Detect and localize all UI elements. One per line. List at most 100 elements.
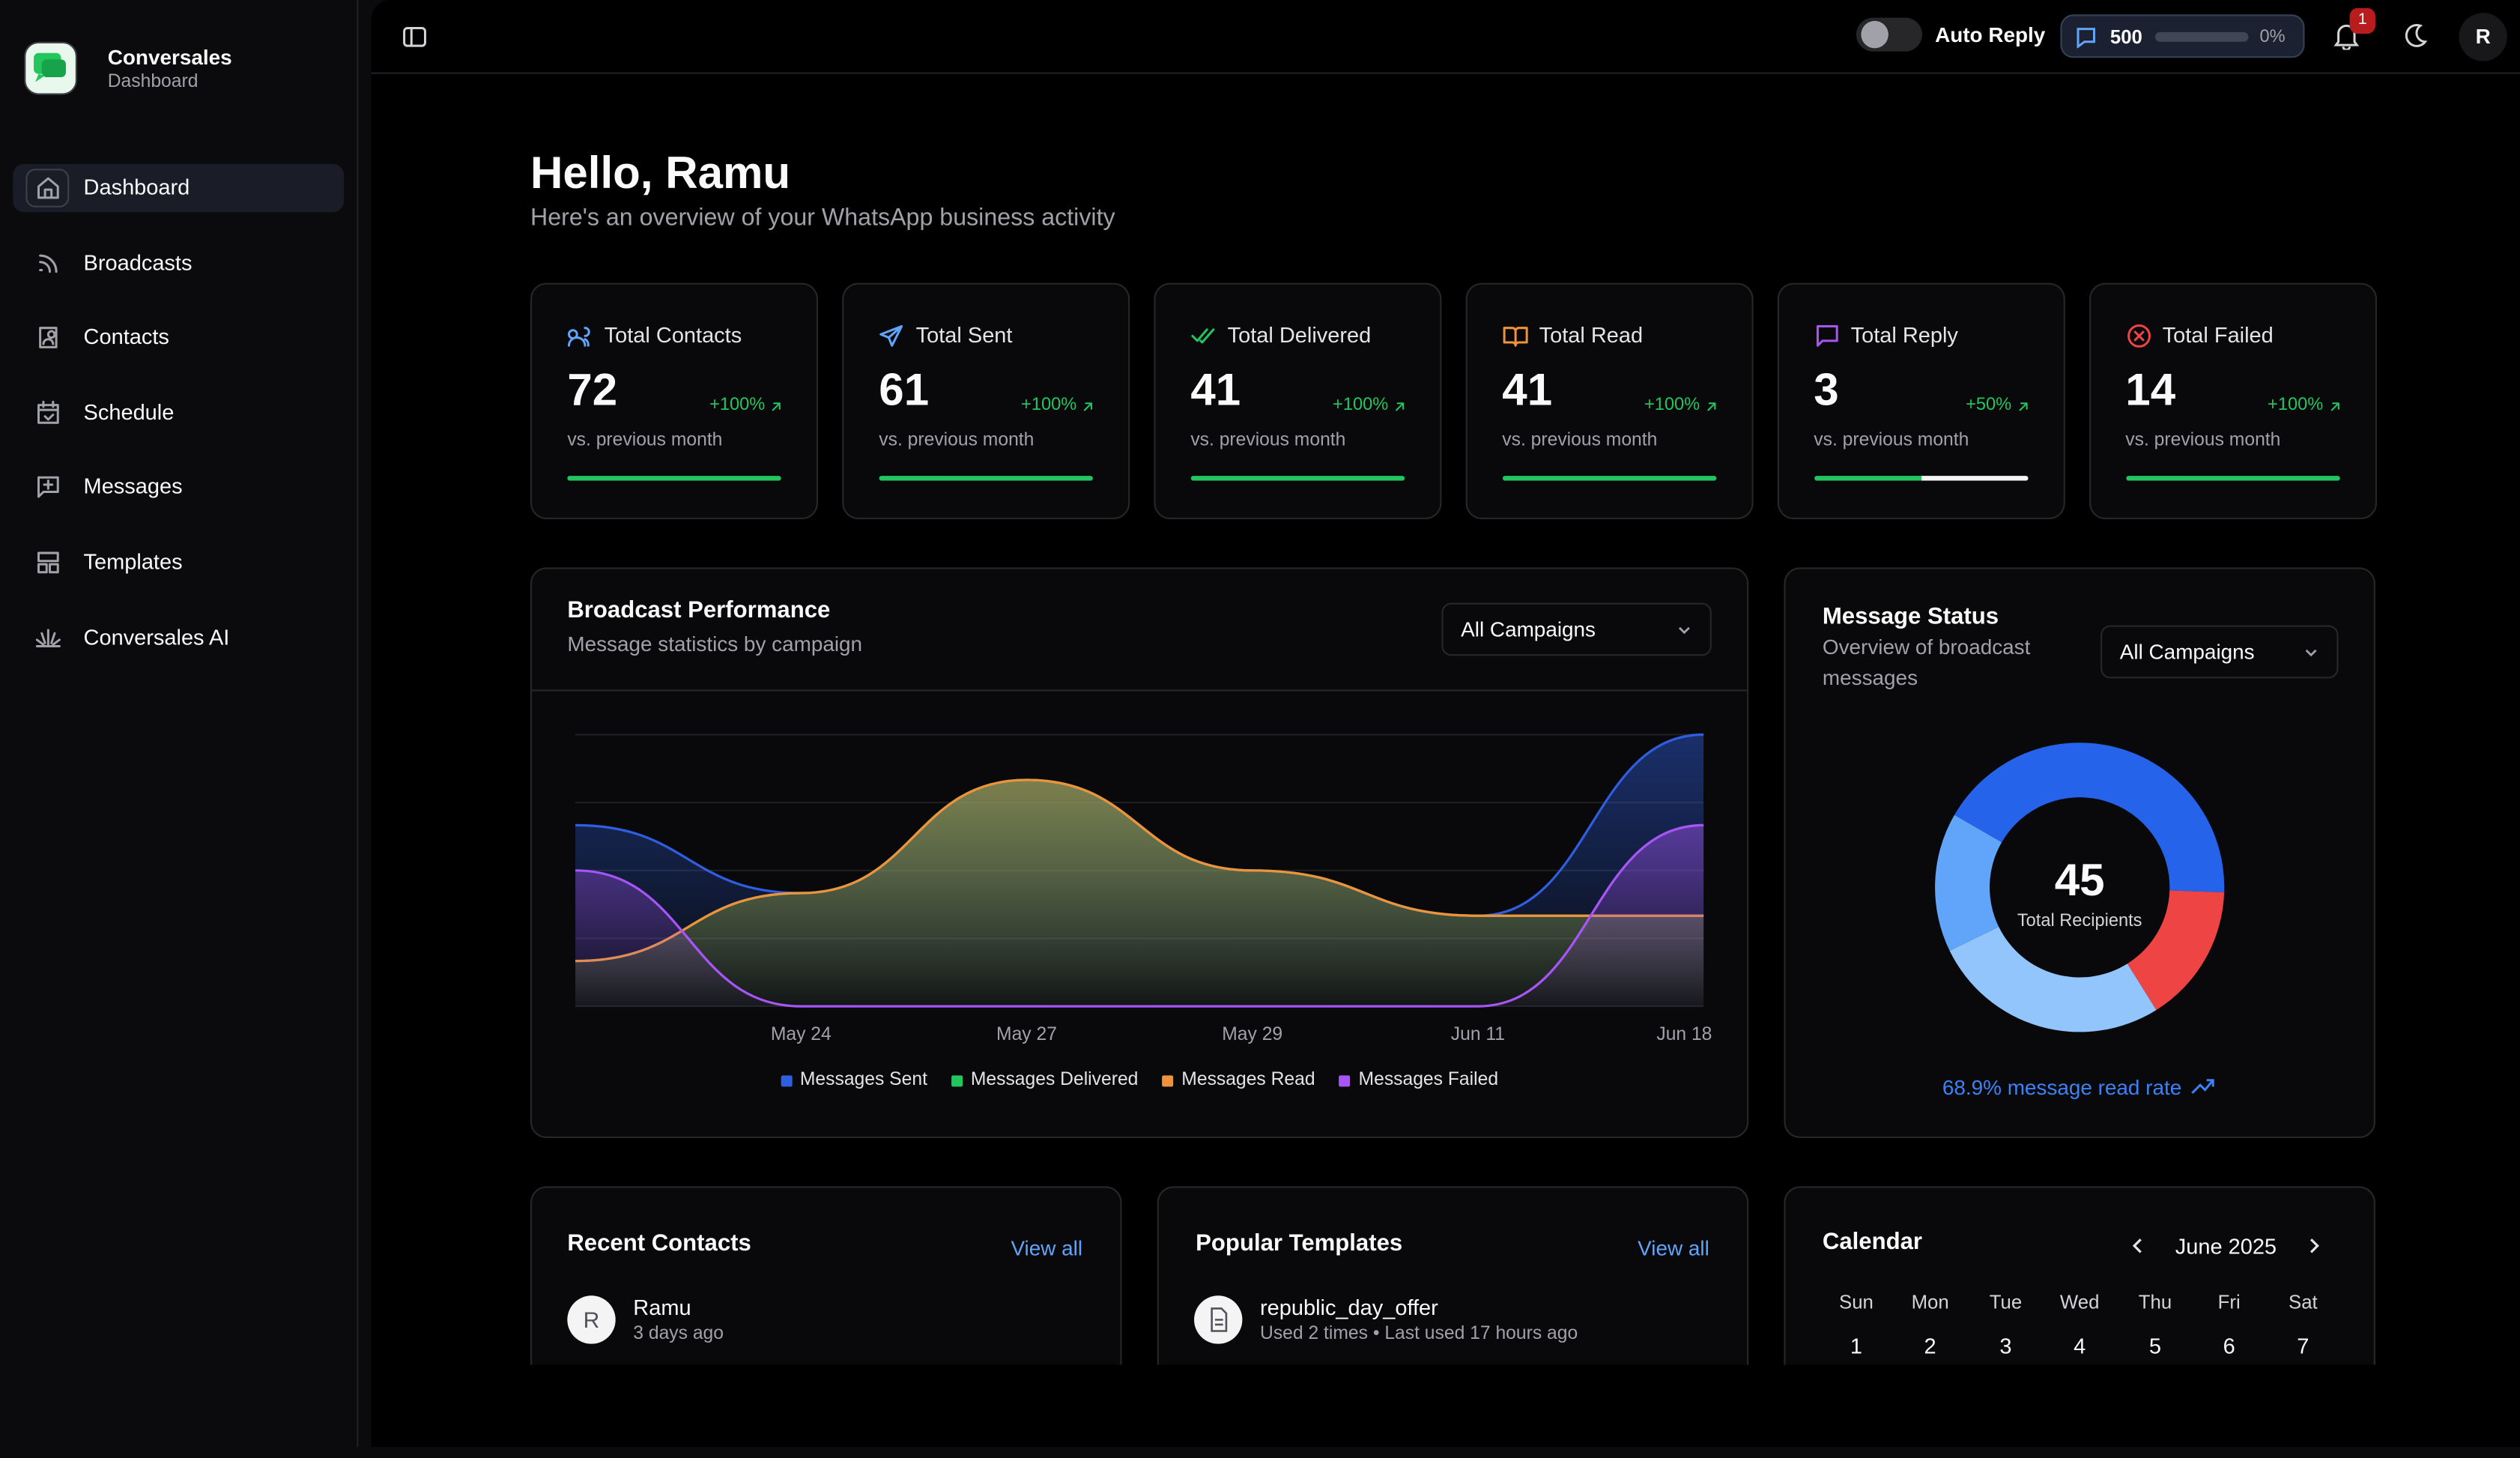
stat-bar (1502, 476, 1716, 481)
stat-value: 41 (1190, 365, 1241, 415)
toggle-knob (1861, 20, 1889, 49)
nav-item[interactable]: Broadcasts (83, 249, 193, 275)
legend: Messages Sent Messages Delivered Messages … (532, 1071, 1747, 1090)
nav-icon (35, 475, 61, 500)
nav-item[interactable]: Messages (83, 474, 183, 499)
stat-value: 3 (1814, 365, 1839, 415)
bell-icon[interactable] (2332, 21, 2361, 50)
stat-change: +100% (1333, 395, 1389, 415)
stat-value: 61 (879, 365, 930, 415)
nav-item[interactable]: Schedule (83, 399, 175, 424)
nav-icon (35, 325, 61, 351)
weekday: Sun (1839, 1290, 1874, 1313)
nav-item[interactable]: Conversales AI (83, 624, 230, 649)
weekday: Mon (1911, 1290, 1949, 1313)
greeting-subtitle: Here's an overview of your WhatsApp busi… (530, 204, 1115, 232)
nav-icon-box (25, 169, 70, 208)
day[interactable]: 1 (1850, 1334, 1862, 1358)
day[interactable]: 7 (2297, 1334, 2310, 1358)
nav-icon (35, 625, 61, 650)
nav-icon (35, 250, 61, 276)
campaign-dropdown[interactable]: All Campaigns (1441, 602, 1712, 656)
stat-arrow (1390, 398, 1408, 416)
legend-item: Messages Read (1162, 1071, 1315, 1090)
auto-reply-toggle[interactable] (1856, 17, 1922, 52)
day[interactable]: 6 (2223, 1334, 2235, 1358)
stat-change: +100% (1644, 395, 1700, 415)
credits-icon (2077, 28, 2095, 49)
stat-bar (879, 476, 1093, 481)
stat-label: Total Read (1539, 323, 1644, 348)
legend-item: Messages Failed (1339, 1071, 1498, 1090)
bottom-fade (371, 1364, 2520, 1447)
day[interactable]: 2 (1924, 1334, 1936, 1358)
template-meta: Used 2 times • Last used 17 hours ago (1260, 1324, 1578, 1344)
stat-note: vs. previous month (879, 431, 1035, 450)
template-icon (1194, 1295, 1243, 1344)
stat-icon (879, 323, 904, 348)
auto-reply-label: Auto Reply (1935, 22, 2046, 47)
weekday: Sat (2289, 1290, 2318, 1313)
stat-arrow-svg (1706, 402, 1715, 411)
legend-item: Messages Sent (781, 1071, 927, 1090)
stat-note: vs. previous month (1502, 431, 1658, 450)
prev-month[interactable] (2128, 1236, 2148, 1256)
status-title: Message Status (1822, 604, 1999, 631)
legend-swatch (781, 1074, 793, 1086)
legend-swatch (951, 1074, 963, 1086)
stat-value: 41 (1502, 365, 1553, 415)
avatar[interactable]: R (2459, 13, 2507, 61)
stat-label: Total Failed (2162, 323, 2274, 348)
credits-pct: 0% (2259, 27, 2286, 47)
nav-icon-svg (37, 177, 59, 199)
nav-item[interactable]: Contacts (83, 324, 169, 349)
next-month[interactable] (2305, 1236, 2324, 1256)
stat-icon-svg (2127, 324, 2150, 348)
sidebar-toggle[interactable] (402, 24, 427, 49)
contact-avatar: R (567, 1295, 616, 1344)
day[interactable]: 3 (1999, 1334, 2012, 1358)
nav-icon-svg (37, 477, 59, 499)
footer-strip (0, 1446, 2520, 1458)
recent-contacts-title: Recent Contacts (567, 1231, 751, 1257)
credits-track (2154, 31, 2249, 42)
nav-item[interactable]: Templates (83, 549, 183, 574)
logo-icon (34, 52, 66, 82)
stat-icon (1814, 323, 1839, 348)
stat-arrow (2325, 398, 2343, 416)
nav-icon (35, 175, 61, 201)
stat-bar (1814, 476, 2028, 481)
nav-icon (35, 400, 61, 426)
stat-arrow (2014, 398, 2032, 416)
contact-name: Ramu (633, 1295, 691, 1320)
stat-change: +100% (2268, 395, 2324, 415)
stat-bar (567, 476, 781, 481)
nav-item[interactable]: Dashboard (83, 175, 190, 200)
stat-arrow-svg (2330, 402, 2339, 411)
stat-icon (567, 323, 593, 348)
stat-arrow-svg (772, 402, 781, 411)
theme-icon[interactable] (2401, 22, 2428, 49)
day[interactable]: 4 (2074, 1334, 2086, 1358)
stat-icon (2125, 323, 2151, 348)
nav-icon-svg (37, 400, 59, 424)
weekday: Thu (2138, 1290, 2172, 1313)
view-all[interactable]: View all (1011, 1235, 1083, 1261)
status-dropdown[interactable]: All Campaigns (2100, 625, 2339, 679)
nav-icon-svg (39, 327, 58, 349)
credits-pill[interactable]: 500 0% (2060, 14, 2305, 58)
stat-icon-svg (1816, 325, 1838, 347)
stat-arrow (1079, 398, 1097, 416)
stat-arrow (1702, 398, 1720, 416)
weekday: Wed (2059, 1290, 2100, 1313)
day[interactable]: 5 (2148, 1334, 2162, 1358)
view-all[interactable]: View all (1638, 1235, 1709, 1261)
status-subtitle: Overview of broadcast messages (1822, 635, 2031, 690)
nav-icon (35, 550, 61, 575)
notification-badge: 1 (2349, 7, 2375, 34)
donut-total-label: Total Recipients (2017, 911, 2142, 931)
stat-value: 72 (567, 365, 618, 415)
templates-title: Popular Templates (1196, 1231, 1403, 1257)
